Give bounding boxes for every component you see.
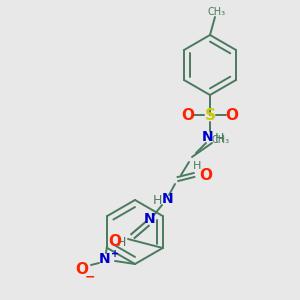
- Text: O: O: [200, 167, 212, 182]
- Text: N: N: [202, 130, 214, 144]
- Text: O: O: [76, 262, 88, 278]
- Text: CH₃: CH₃: [208, 7, 226, 17]
- Text: H: H: [214, 131, 224, 145]
- Text: O: O: [226, 107, 238, 122]
- Text: S: S: [205, 107, 215, 122]
- Text: H: H: [193, 161, 201, 171]
- Text: O: O: [182, 107, 194, 122]
- Text: CH₃: CH₃: [212, 135, 230, 145]
- Text: N: N: [144, 212, 156, 226]
- Text: −: −: [85, 271, 95, 284]
- Text: O: O: [109, 233, 122, 248]
- Text: N: N: [99, 252, 111, 266]
- Text: H: H: [152, 194, 162, 206]
- Text: N: N: [162, 192, 174, 206]
- Text: +: +: [111, 249, 119, 259]
- Text: H: H: [116, 236, 126, 250]
